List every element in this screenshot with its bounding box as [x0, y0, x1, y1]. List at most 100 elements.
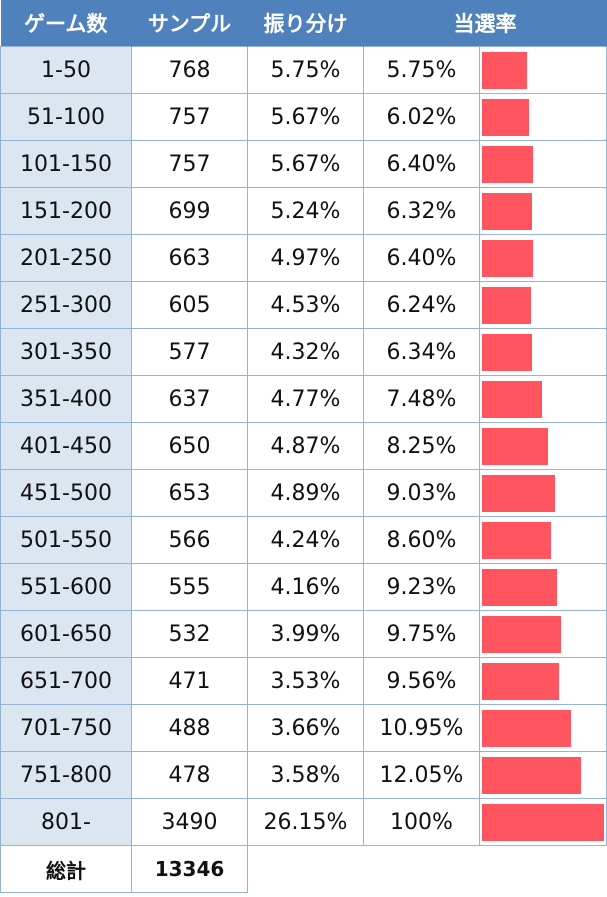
share-cell: 4.16% [247, 563, 364, 611]
rate-bar [482, 287, 531, 324]
games-cell: 551-600 [0, 563, 132, 611]
table-row: 651-700 471 3.53% 9.56% [0, 657, 607, 705]
table-row: 351-400 637 4.77% 7.48% [0, 375, 607, 423]
rate-bar-cell [479, 281, 607, 329]
games-cell: 151-200 [0, 187, 132, 235]
samples-cell: 663 [131, 234, 248, 282]
table-row: 701-750 488 3.66% 10.95% [0, 704, 607, 752]
rate-bar [482, 804, 604, 841]
samples-cell: 653 [131, 469, 248, 517]
rate-bar [482, 52, 527, 89]
share-cell: 3.53% [247, 657, 364, 705]
games-cell: 601-650 [0, 610, 132, 658]
rate-cell: 8.60% [363, 516, 480, 564]
rate-bar [482, 616, 561, 653]
games-cell: 451-500 [0, 469, 132, 517]
header-samples: サンプル [131, 0, 248, 47]
total-label: 総計 [0, 845, 132, 893]
table-row: 551-600 555 4.16% 9.23% [0, 563, 607, 611]
samples-cell: 637 [131, 375, 248, 423]
rate-bar [482, 522, 551, 559]
rate-bar [482, 663, 559, 700]
rate-bar-cell [479, 798, 607, 846]
games-cell: 751-800 [0, 751, 132, 799]
samples-cell: 650 [131, 422, 248, 470]
rate-cell: 9.23% [363, 563, 480, 611]
rate-cell: 6.32% [363, 187, 480, 235]
games-cell: 201-250 [0, 234, 132, 282]
samples-cell: 478 [131, 751, 248, 799]
share-cell: 5.75% [247, 46, 364, 94]
rate-bar-cell [479, 704, 607, 752]
rate-bar [482, 146, 533, 183]
header-row: ゲーム数 サンプル 振り分け 当選率 [0, 0, 607, 47]
rate-bar-cell [479, 610, 607, 658]
blank-cell [479, 845, 607, 893]
rate-cell: 8.25% [363, 422, 480, 470]
samples-cell: 555 [131, 563, 248, 611]
rate-cell: 6.02% [363, 93, 480, 141]
games-cell: 651-700 [0, 657, 132, 705]
games-cell: 701-750 [0, 704, 132, 752]
games-cell: 101-150 [0, 140, 132, 188]
rate-bar-cell [479, 93, 607, 141]
header-rate: 当選率 [363, 0, 607, 47]
games-cell: 301-350 [0, 328, 132, 376]
samples-cell: 757 [131, 93, 248, 141]
samples-cell: 605 [131, 281, 248, 329]
rate-bar-cell [479, 140, 607, 188]
share-cell: 3.58% [247, 751, 364, 799]
games-cell: 801- [0, 798, 132, 846]
blank-cell [247, 845, 364, 893]
samples-cell: 488 [131, 704, 248, 752]
samples-cell: 757 [131, 140, 248, 188]
games-cell: 1-50 [0, 46, 132, 94]
table-row: 301-350 577 4.32% 6.34% [0, 328, 607, 376]
rate-cell: 6.34% [363, 328, 480, 376]
total-row: 総計 13346 [0, 845, 607, 893]
rate-bar-cell [479, 375, 607, 423]
share-cell: 26.15% [247, 798, 364, 846]
rate-bar-cell [479, 46, 607, 94]
samples-cell: 471 [131, 657, 248, 705]
rate-bar-cell [479, 422, 607, 470]
rate-bar-cell [479, 657, 607, 705]
table-row: 251-300 605 4.53% 6.24% [0, 281, 607, 329]
rate-bar-cell [479, 469, 607, 517]
share-cell: 4.87% [247, 422, 364, 470]
rate-bar [482, 193, 532, 230]
rate-cell: 9.56% [363, 657, 480, 705]
rate-bar [482, 334, 532, 371]
samples-cell: 532 [131, 610, 248, 658]
samples-cell: 3490 [131, 798, 248, 846]
rate-cell: 9.03% [363, 469, 480, 517]
rate-bar-cell [479, 751, 607, 799]
table-row: 51-100 757 5.67% 6.02% [0, 93, 607, 141]
rate-bar-cell [479, 328, 607, 376]
rate-cell: 12.05% [363, 751, 480, 799]
share-cell: 4.89% [247, 469, 364, 517]
share-cell: 4.97% [247, 234, 364, 282]
share-cell: 5.67% [247, 93, 364, 141]
table-row: 751-800 478 3.58% 12.05% [0, 751, 607, 799]
header-games: ゲーム数 [0, 0, 132, 47]
rate-cell: 6.40% [363, 140, 480, 188]
share-cell: 4.77% [247, 375, 364, 423]
rate-bar [482, 710, 571, 747]
table-row: 401-450 650 4.87% 8.25% [0, 422, 607, 470]
blank-cell [363, 845, 480, 893]
games-cell: 51-100 [0, 93, 132, 141]
header-share: 振り分け [247, 0, 364, 47]
table-row: 201-250 663 4.97% 6.40% [0, 234, 607, 282]
rate-cell: 10.95% [363, 704, 480, 752]
table-row: 1-50 768 5.75% 5.75% [0, 46, 607, 94]
samples-cell: 566 [131, 516, 248, 564]
share-cell: 5.24% [247, 187, 364, 235]
samples-cell: 699 [131, 187, 248, 235]
rate-bar [482, 569, 557, 606]
rate-cell: 100% [363, 798, 480, 846]
share-cell: 4.53% [247, 281, 364, 329]
total-samples: 13346 [131, 845, 248, 893]
table-row: 601-650 532 3.99% 9.75% [0, 610, 607, 658]
